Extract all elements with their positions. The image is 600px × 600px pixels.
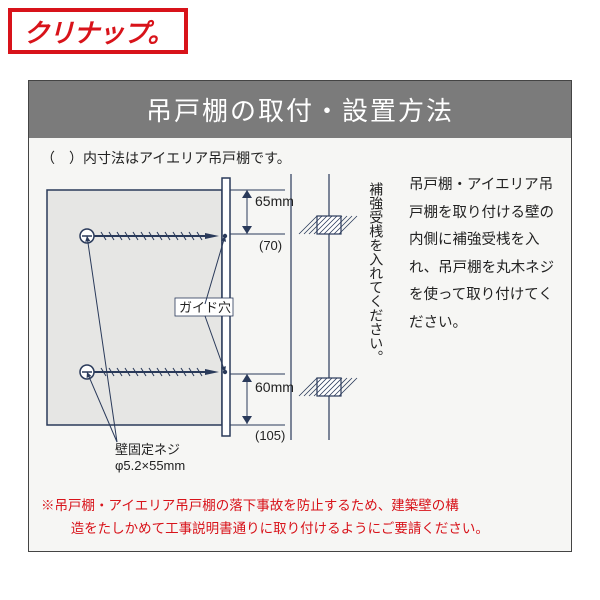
side-instruction-text: 吊戸棚・アイエリア吊戸棚を取り付ける壁の内側に補強受桟を入れ、吊戸棚を丸木ネジを… bbox=[409, 172, 559, 337]
panel-title: 吊戸棚の取付・設置方法 bbox=[29, 81, 571, 138]
dim-bottom-value: 60mm bbox=[255, 379, 294, 395]
diagram-svg: 65mm(70)60mm(105)ガイド穴壁固定ネジφ5.2×55mm bbox=[29, 172, 409, 482]
brand-logo: クリナップ。 bbox=[8, 8, 188, 54]
footnote-line2: 造をたしかめて工事説明書通りに取り付けるようにご要請ください。 bbox=[41, 518, 559, 541]
panel-note: （ ）内寸法はアイエリア吊戸棚です。 bbox=[29, 138, 571, 172]
label-wall-screw-1: 壁固定ネジ bbox=[115, 442, 180, 457]
footnote-line1: ※吊戸棚・アイエリア吊戸棚の落下事故を防止するため、建築壁の構 bbox=[41, 498, 459, 513]
diagram-area: 65mm(70)60mm(105)ガイド穴壁固定ネジφ5.2×55mm 補強受桟… bbox=[29, 172, 571, 482]
dim-bottom-sub: (105) bbox=[255, 428, 285, 443]
reinforcement-0 bbox=[299, 216, 357, 234]
dim-top-sub: (70) bbox=[259, 238, 282, 253]
panel-footnote: ※吊戸棚・アイエリア吊戸棚の落下事故を防止するため、建築壁の構 造をたしかめて工… bbox=[41, 495, 559, 541]
reinforcement-1 bbox=[299, 378, 357, 396]
label-wall-screw-2: φ5.2×55mm bbox=[115, 458, 185, 473]
logo-text: クリナップ。 bbox=[23, 13, 172, 50]
instruction-panel: 吊戸棚の取付・設置方法 （ ）内寸法はアイエリア吊戸棚です。 65mm (70) 6… bbox=[28, 80, 572, 552]
dim-top-value: 65mm bbox=[255, 193, 294, 209]
reinforcement-vnote: 補強受桟を入れてください。 bbox=[367, 182, 385, 422]
logo-inner: クリナップ。 bbox=[12, 12, 184, 50]
